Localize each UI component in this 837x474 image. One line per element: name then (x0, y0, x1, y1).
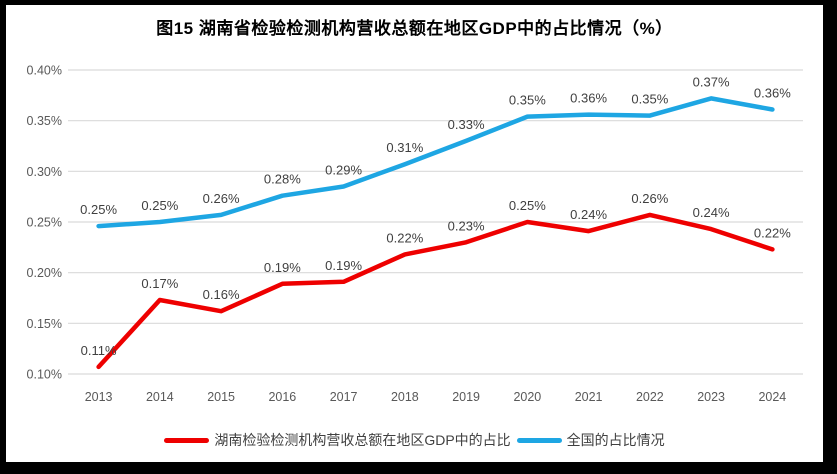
x-axis-tick-label: 2020 (513, 390, 541, 404)
hunan-data-label: 0.26% (631, 191, 668, 206)
x-axis-tick-label: 2019 (452, 390, 480, 404)
national-data-label: 0.36% (570, 91, 607, 106)
legend-item-national: 全国的占比情况 (516, 430, 665, 450)
y-axis-tick-label: 0.40% (27, 64, 62, 78)
y-axis-tick-label: 0.20% (27, 266, 62, 280)
national-data-label: 0.35% (631, 92, 668, 107)
y-axis-tick-label: 0.30% (27, 165, 62, 179)
national-data-label: 0.35% (509, 93, 546, 108)
national-data-label: 0.28% (264, 172, 301, 187)
x-axis-tick-label: 2021 (575, 390, 603, 404)
legend: 湖南检验检测机构营收总额在地区GDP中的占比 全国的占比情况 (6, 430, 823, 450)
national-data-label: 0.31% (386, 140, 423, 155)
hunan-data-label: 0.19% (264, 260, 301, 275)
legend-label-national: 全国的占比情况 (566, 432, 665, 448)
x-axis-tick-label: 2018 (391, 390, 419, 404)
legend-item-hunan: 湖南检验检测机构营收总额在地区GDP中的占比 (164, 430, 511, 450)
hunan-data-label: 0.24% (693, 205, 730, 220)
y-axis-tick-label: 0.15% (27, 317, 62, 331)
national-data-label: 0.36% (754, 86, 791, 101)
hunan-series-line (96, 212, 775, 370)
x-axis-tick-label: 2024 (758, 390, 786, 404)
x-axis-tick-label: 2015 (207, 390, 235, 404)
x-axis-tick-label: 2016 (268, 390, 296, 404)
hunan-data-label: 0.19% (325, 258, 362, 273)
x-axis-tick-label: 2014 (146, 390, 174, 404)
x-axis-tick-label: 2017 (330, 390, 358, 404)
hunan-data-label: 0.22% (386, 230, 423, 245)
national-data-label: 0.37% (693, 74, 730, 89)
legend-line-swatch-hunan (164, 437, 210, 443)
hunan-data-label: 0.25% (509, 198, 546, 213)
plot-svg: 0.10% 0.15% 0.20% 0.25% 0.30% 0.35% 0.40% 2013 2… (27, 64, 803, 404)
national-data-label: 0.29% (325, 163, 362, 178)
hunan-data-label: 0.17% (141, 276, 178, 291)
hunan-data-label: 0.16% (203, 287, 240, 302)
hunan-data-label: 0.23% (448, 218, 485, 233)
national-data-label: 0.25% (80, 202, 117, 217)
hunan-data-label: 0.24% (570, 207, 607, 222)
legend-line-swatch-national (516, 437, 562, 443)
national-data-label: 0.25% (141, 198, 178, 213)
national-data-label: 0.33% (448, 117, 485, 132)
x-axis-tick-label: 2013 (85, 390, 113, 404)
x-axis-tick-label: 2022 (636, 390, 664, 404)
chart-area: 图15 湖南省检验检测机构营收总额在地区GDP中的占比情况（%） 0.10% 0.… (6, 5, 823, 462)
hunan-data-label: 0.22% (754, 225, 791, 240)
y-axis-tick-label: 0.10% (27, 368, 62, 382)
y-axis-tick-label: 0.35% (27, 114, 62, 128)
national-series-line (96, 96, 775, 229)
y-axis-tick-label: 0.25% (27, 216, 62, 230)
legend-label-hunan: 湖南检验检测机构营收总额在地区GDP中的占比 (214, 432, 511, 448)
chart-title: 图15 湖南省检验检测机构营收总额在地区GDP中的占比情况（%） (156, 19, 673, 38)
hunan-data-label: 0.11% (81, 343, 117, 358)
x-axis-tick-label: 2023 (697, 390, 725, 404)
national-data-label: 0.26% (203, 191, 240, 206)
